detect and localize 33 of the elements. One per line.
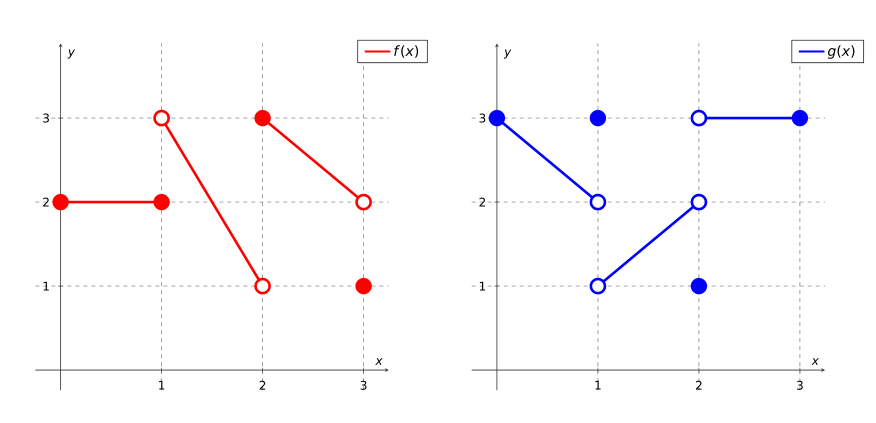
point <box>690 278 708 294</box>
point <box>254 278 271 294</box>
point <box>355 194 372 210</box>
x-tick-label: 1 <box>159 380 164 390</box>
point <box>690 194 708 210</box>
x-tick-label: 3 <box>360 380 366 390</box>
x-axis-title: x <box>375 358 383 365</box>
point <box>153 194 170 210</box>
y-tick-label: 3 <box>479 114 486 123</box>
point <box>590 194 606 210</box>
legend-label: g(x) <box>828 45 854 59</box>
point <box>355 278 372 294</box>
y-tick-label: 2 <box>479 198 486 207</box>
point <box>590 278 606 294</box>
x-axis-title: x <box>811 358 819 365</box>
point <box>488 110 506 126</box>
point <box>254 110 271 126</box>
x-tick-label: 3 <box>797 380 803 390</box>
legend-label: f(x) <box>394 45 418 58</box>
x-tick-label: 2 <box>696 380 702 390</box>
x-tick-label: 2 <box>260 380 266 390</box>
point <box>52 194 69 210</box>
y-axis-title: y <box>68 50 76 59</box>
y-tick-label: 1 <box>44 282 49 290</box>
point <box>792 110 808 126</box>
x-tick-label: 1 <box>595 380 601 390</box>
point <box>153 110 170 126</box>
y-tick-label: 2 <box>43 198 49 207</box>
y-tick-label: 1 <box>480 282 486 290</box>
y-axis-title: y <box>504 50 512 59</box>
y-tick-label: 3 <box>43 114 49 123</box>
point <box>590 110 606 126</box>
point <box>690 110 708 126</box>
